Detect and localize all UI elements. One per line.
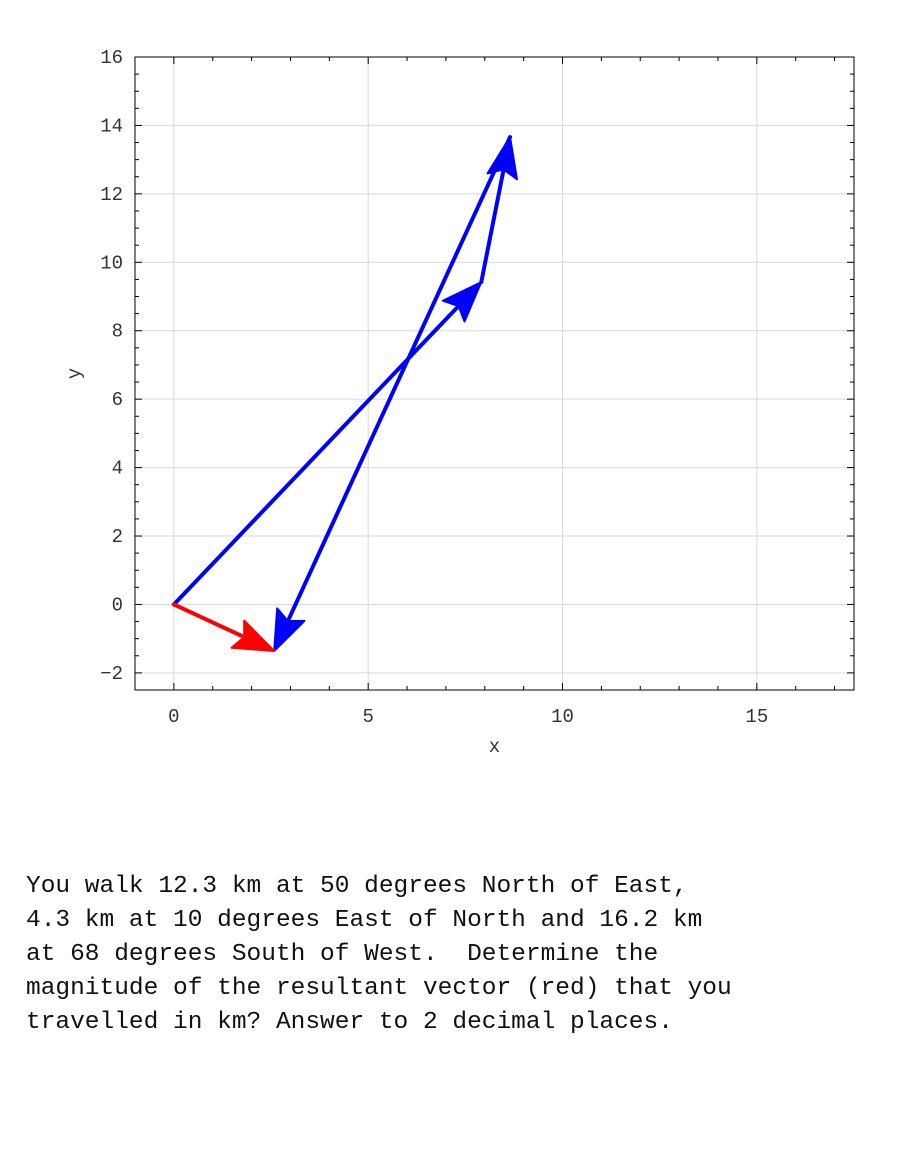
y-tick-label: 12 [100, 184, 123, 206]
vector-chart: 0 5 10 15 −2 0 2 4 6 8 10 12 14 16 x y [64, 47, 855, 758]
y-tick-label: 10 [100, 252, 123, 274]
y-tick-label: 0 [112, 594, 123, 616]
resultant-vector [171, 602, 276, 652]
y-tick-label: 2 [112, 526, 123, 548]
question-text: You walk 12.3 km at 50 degrees North of … [26, 870, 886, 1040]
vector-arrowhead [273, 607, 306, 652]
question-line: magnitude of the resultant vector (red) … [26, 975, 732, 1002]
vector-shaft [287, 135, 513, 621]
y-tick-label: 14 [100, 115, 123, 137]
vector-shaft [479, 170, 506, 285]
minor-ticks [134, 56, 854, 691]
x-tick-label: 15 [745, 706, 768, 728]
vector-arrowhead [441, 281, 483, 323]
y-tick-label: 6 [112, 389, 123, 411]
component-vector [273, 135, 513, 652]
question-line: at 68 degrees South of West. Determine t… [26, 941, 659, 968]
y-tick-label: 16 [100, 47, 123, 69]
x-tick-label: 10 [551, 706, 574, 728]
tick-labels: 0 5 10 15 −2 0 2 4 6 8 10 12 14 16 [100, 47, 768, 728]
x-tick-label: 0 [168, 706, 179, 728]
y-tick-label: 8 [112, 321, 123, 343]
x-axis-label: x [489, 736, 500, 758]
y-tick-label: 4 [112, 458, 123, 480]
question-line: 4.3 km at 10 degrees East of North and 1… [26, 907, 703, 934]
question-line: You walk 12.3 km at 50 degrees North of … [26, 873, 688, 900]
question-line: travelled in km? Answer to 2 decimal pla… [26, 1009, 673, 1036]
vector-arrowhead [230, 619, 276, 652]
plot-frame [134, 56, 855, 691]
grid [135, 56, 854, 690]
y-axis-label: y [64, 368, 86, 379]
y-tick-label: −2 [100, 663, 123, 685]
vector-shaft [171, 602, 244, 638]
x-tick-label: 5 [362, 706, 373, 728]
vectors [171, 135, 518, 652]
